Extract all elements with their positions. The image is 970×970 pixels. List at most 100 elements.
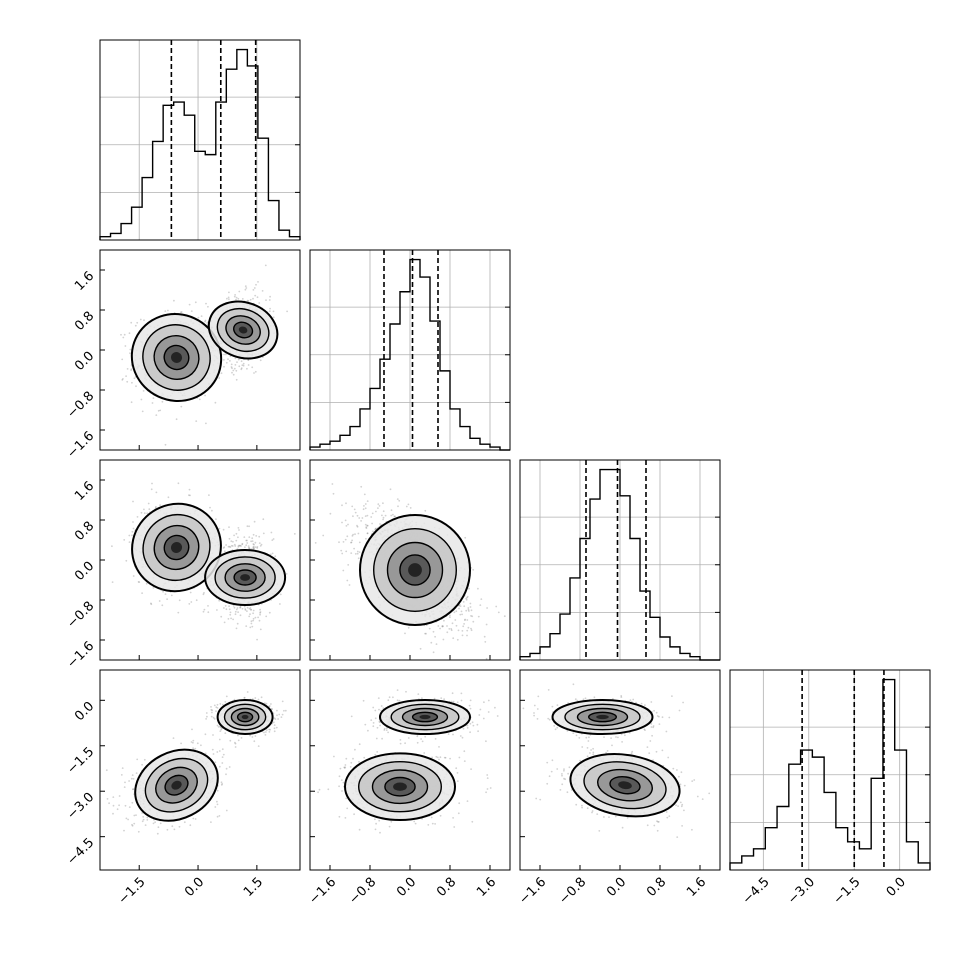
scatter-point [439,627,441,630]
scatter-point [188,488,191,491]
scatter-point [223,546,226,549]
scatter-point [223,621,226,624]
scatter-point [161,604,164,607]
scatter-point [237,358,240,361]
scatter-point [121,767,124,769]
scatter-point [136,758,139,761]
scatter-point [233,606,236,609]
scatter-point [341,521,343,524]
scatter-point [360,485,363,488]
scatter-point [216,800,218,803]
scatter-point [452,637,455,640]
scatter-point [227,296,230,299]
scatter-point [233,367,236,370]
scatter-point [264,264,267,267]
scatter-point [419,647,422,650]
scatter-point [205,302,207,305]
scatter-point [348,584,351,586]
scatter-point [454,619,457,621]
scatter-point [469,606,472,608]
scatter-point [437,625,440,627]
scatter-point [218,599,221,602]
scatter-point [241,298,244,300]
scatter-point [138,581,141,583]
scatter-point [228,298,230,300]
scatter-point [366,514,369,517]
scatter-point [204,394,207,397]
scatter-point [194,747,197,750]
scatter-point [268,310,271,313]
scatter-point [342,569,345,572]
scatter-point [366,532,369,535]
scatter-point [258,542,261,544]
scatter-point [204,320,206,323]
scatter-point [236,622,239,625]
scatter-point [190,601,193,603]
histogram-panel-3-frame [729,669,931,871]
scatter-point [269,307,271,310]
scatter-point [371,512,374,515]
scatter-point [202,610,205,613]
scatter-point [259,608,261,611]
scatter-point [241,364,244,366]
scatter-point [370,516,373,518]
scatter-point [246,525,249,528]
scatter-point [146,816,149,819]
scatter-point [271,552,274,555]
scatter-point [249,298,252,301]
scatter-point [188,303,191,306]
scatter-point [142,390,145,392]
scatter-point [220,372,223,375]
scatter-point [246,542,249,544]
scatter-point [449,616,451,619]
scatter-point [223,550,226,553]
scatter-point [132,521,134,523]
scatter-point [461,613,463,616]
scatter-point [237,546,240,548]
scatter-point [432,651,435,654]
scatter-point [233,534,236,537]
scatter-point [365,537,367,540]
scatter-point [461,634,464,637]
scatter-point [218,527,221,530]
scatter-point [379,523,381,525]
scatter-point [286,310,288,313]
scatter-panel-0-3 [99,669,301,871]
scatter-point [347,564,350,566]
scatter-point [198,398,201,401]
scatter-point [128,780,131,782]
scatter-point [342,541,345,543]
scatter-point [279,593,282,596]
scatter-point [250,620,253,623]
scatter-point [252,617,255,620]
scatter-point [249,613,251,616]
scatter-point [242,362,245,365]
scatter-point [463,605,466,608]
scatter-point [235,608,238,611]
scatter-point [497,611,500,614]
histogram-step-line [309,258,510,451]
scatter-point [112,796,115,798]
scatter-point [231,371,233,374]
scatter-point [230,366,233,368]
scatter-point [180,742,183,745]
scatter-point [257,281,259,283]
scatter-point [227,358,229,361]
scatter-point [484,641,487,643]
scatter-point [243,536,246,538]
scatter-point [258,535,261,538]
scatter-point [200,315,203,317]
scatter-point [230,544,233,547]
scatter-point [259,613,261,616]
scatter-point [172,737,175,739]
scatter-point [446,631,449,634]
scatter-point [358,541,361,544]
scatter-point [131,534,133,537]
scatter-point [466,596,468,599]
scatter-point [196,742,199,745]
scatter-point [166,598,169,600]
scatter-point [248,525,251,528]
scatter-point [389,488,392,491]
scatter-point [265,299,267,301]
scatter-point [132,575,135,577]
